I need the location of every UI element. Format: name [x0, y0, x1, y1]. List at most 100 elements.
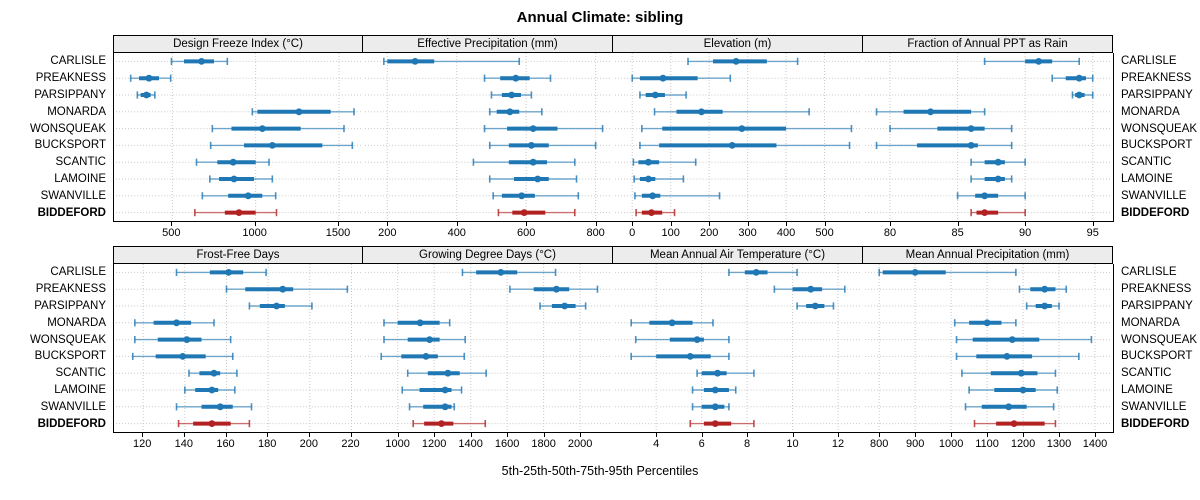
percentiles-caption: 5th-25th-50th-75th-95th Percentiles: [501, 464, 699, 478]
median-dot: [1041, 302, 1049, 310]
panel-strip: Mean Annual Precipitation (mm): [863, 246, 1113, 264]
category-label: MONARDA: [47, 316, 106, 329]
category-label: LAMOINE: [1121, 172, 1173, 185]
category-label: WONSQUEAK: [1121, 122, 1198, 135]
series-preakness: [631, 74, 732, 82]
series-bucksport: [630, 352, 730, 360]
category-label: SCANTIC: [1121, 156, 1172, 169]
axis-tick-label: 800: [869, 438, 889, 450]
median-dot: [497, 269, 505, 276]
panel-effective-precipitation-mm: Effective Precipitation (mm) 200 400 600 800: [363, 35, 614, 244]
axis-tick: [308, 433, 310, 437]
category-label: PARSIPPANY: [34, 299, 106, 312]
median-dot: [994, 175, 1002, 183]
series-carlisle: [878, 268, 1017, 276]
panel-strip: Frost-Free Days: [113, 246, 363, 264]
median-dot: [444, 369, 452, 377]
axis-tick: [1059, 433, 1061, 437]
median-dot: [441, 403, 449, 411]
category-label: SWANVILLE: [1121, 189, 1187, 202]
series-parsippany: [1071, 91, 1094, 99]
axis-tick-label: 1000: [938, 438, 964, 450]
panel-plot: [863, 53, 1114, 222]
series-parsippany: [639, 91, 687, 99]
median-dot: [1003, 353, 1011, 360]
series-lamoine: [691, 386, 737, 394]
axis-tick: [709, 222, 711, 226]
median-dot: [506, 108, 514, 116]
category-label: BIDDEFORD: [37, 417, 106, 430]
median-dot: [967, 125, 975, 132]
labels-spacer: [0, 246, 113, 264]
axis-tick: [957, 222, 959, 226]
axis-tick-label: 2000: [567, 438, 593, 450]
axis-tick-label: 1800: [531, 438, 556, 450]
axis-tick: [507, 433, 509, 437]
median-dot: [693, 336, 701, 343]
axis-tick: [338, 222, 339, 226]
series-carlisle: [461, 268, 557, 276]
series-lamoine: [488, 175, 578, 183]
series-preakness: [1018, 285, 1068, 293]
panel-frost-free-days: Frost-Free Days 120 140 160 180 200 220: [113, 246, 365, 455]
median-dot: [1005, 403, 1013, 411]
median-dot: [1041, 285, 1049, 293]
series-scantic: [970, 158, 1026, 166]
labels-list: CARLISLE PREAKNESS PARSIPPANY MONARDA WONSQU…: [0, 53, 113, 221]
axis-tick: [543, 433, 545, 437]
axis-tick: [434, 433, 436, 437]
series-wonsqueak: [134, 336, 232, 344]
median-dot: [927, 108, 934, 116]
median-dot: [711, 403, 719, 411]
series-bucksport: [875, 141, 1013, 149]
series-wonsqueak: [641, 125, 853, 133]
series-biddeford: [973, 420, 1057, 428]
category-label: LAMOINE: [54, 383, 106, 396]
series-carlisle: [687, 57, 799, 65]
median-dot: [644, 158, 652, 166]
category-label: BIDDEFORD: [1121, 206, 1190, 219]
median-dot: [983, 319, 991, 327]
axis-tick: [701, 433, 703, 437]
median-dot: [198, 58, 205, 65]
category-label: CARLISLE: [50, 55, 106, 68]
axis-tick-label: 1400: [1082, 438, 1108, 450]
series-biddeford: [635, 209, 676, 217]
panels-wrap: Design Freeze Index (°C) 500 1000 1500 Effec…: [113, 35, 1114, 244]
panel-grid: CARLISLE PREAKNESS PARSIPPANY MONARDA WONSQU…: [0, 35, 1200, 455]
panel-plot: [113, 264, 365, 433]
category-label: WONSQUEAK: [29, 333, 106, 346]
series-swanville: [691, 403, 730, 411]
panel-strip: Fraction of Annual PPT as Rain: [863, 35, 1113, 53]
category-label: BUCKSPORT: [34, 139, 106, 152]
grid-lines: [615, 53, 861, 221]
median-dot: [438, 420, 445, 427]
axis-tick: [824, 222, 826, 226]
median-dot: [208, 420, 216, 427]
series-carlisle: [728, 268, 798, 276]
x-axis: 1000 1200 1400 1600 1800 2000: [363, 433, 613, 455]
panel-strip: Design Freeze Index (°C): [113, 35, 363, 53]
median-dot: [728, 142, 736, 149]
median-dot: [714, 369, 721, 377]
series-monarda: [134, 319, 215, 327]
category-label: SWANVILLE: [40, 400, 106, 413]
series-preakness: [1051, 74, 1094, 82]
series-bucksport: [639, 141, 851, 149]
category-label: CARLISLE: [1121, 55, 1177, 68]
series-biddeford: [689, 420, 755, 428]
labels-spacer: [1113, 35, 1200, 53]
category-label: MONARDA: [1121, 316, 1180, 329]
axis-tick: [1095, 433, 1096, 437]
axis-tick: [580, 433, 582, 437]
axis-tick-label: 8: [744, 438, 751, 450]
series-bucksport: [380, 352, 466, 360]
panel-fraction-of-annual-ppt-as-rain: Fraction of Annual PPT as Rain 80 85 90 95: [863, 35, 1114, 244]
axis-tick: [890, 222, 892, 226]
series-parsippany: [490, 91, 533, 99]
row-labels-left: CARLISLE PREAKNESS PARSIPPANY MONARDA WONSQU…: [0, 35, 113, 244]
row-labels-right: CARLISLE PREAKNESS PARSIPPANY MONARDA WONSQU…: [1113, 246, 1200, 455]
axis-tick: [595, 222, 597, 226]
series-monarda: [251, 108, 355, 116]
